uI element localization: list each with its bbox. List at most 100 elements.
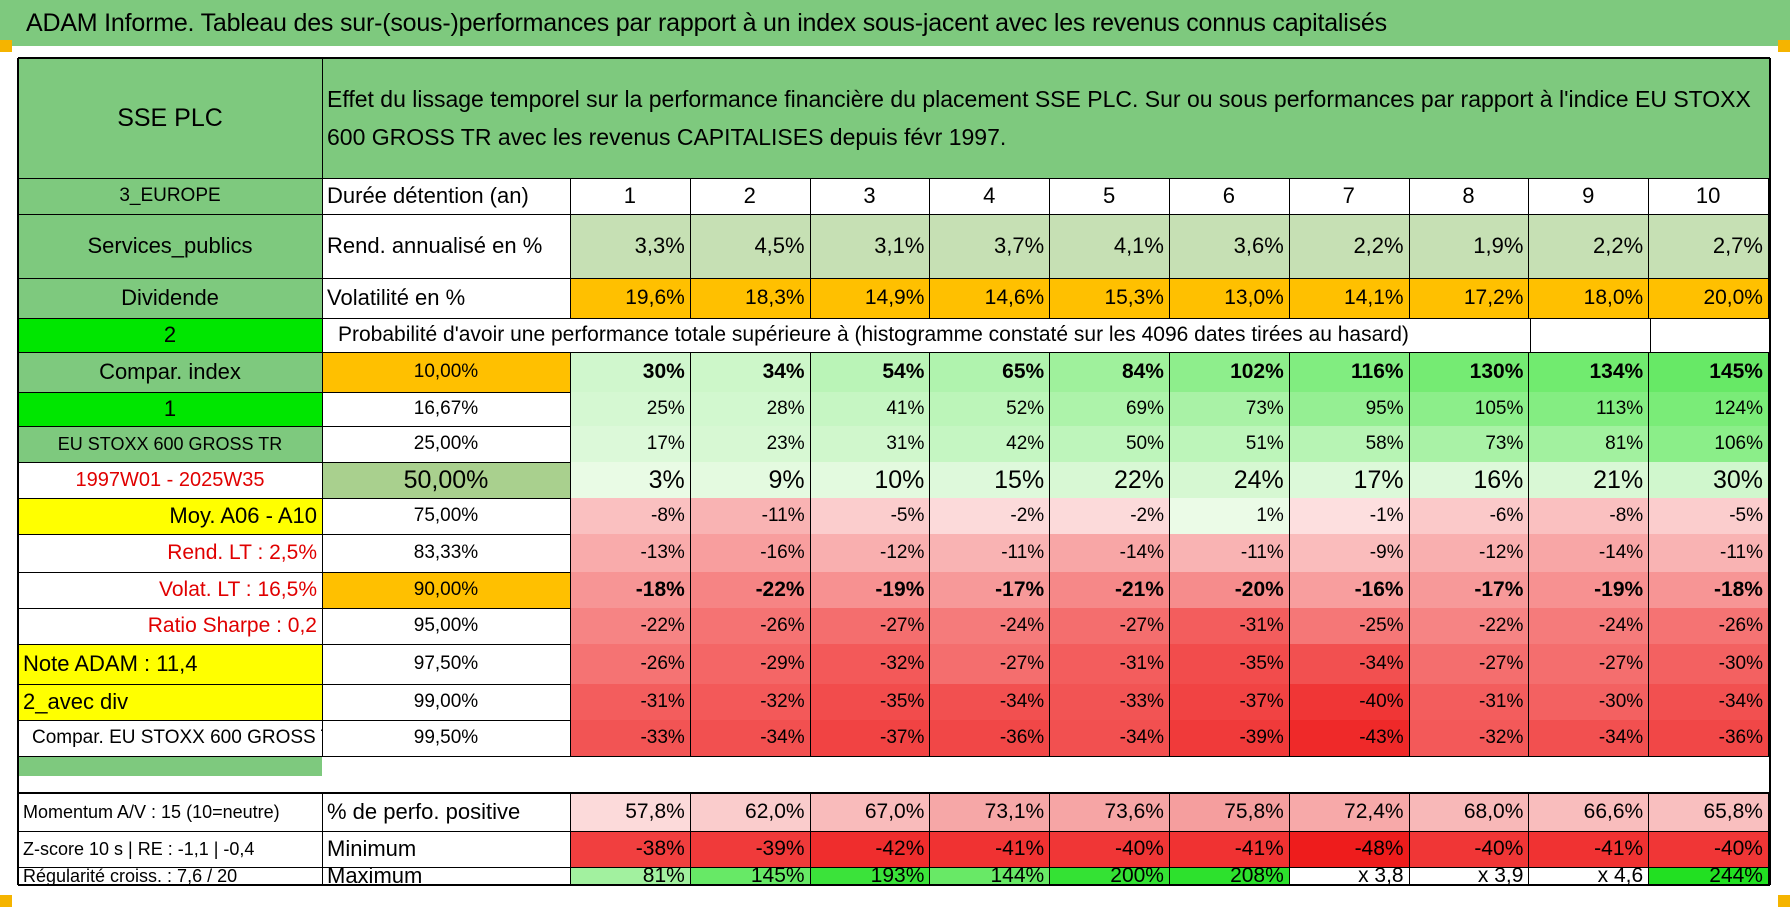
dividend-mode[interactable]: 2_avec div: [18, 684, 322, 720]
distribution-cell[interactable]: 69%: [1049, 392, 1169, 426]
stat-label[interactable]: Maximum: [327, 867, 423, 885]
table-description[interactable]: Effet du lissage temporel sur la perform…: [322, 58, 1770, 178]
distribution-cell[interactable]: -5%: [809, 498, 930, 534]
annualized-return-cell[interactable]: 1,9%: [1408, 214, 1529, 278]
probability-threshold[interactable]: 50,00%: [322, 462, 570, 498]
period-label[interactable]: 1997W01 - 2025W35: [18, 462, 322, 498]
distribution-cell[interactable]: 41%: [809, 392, 930, 426]
distribution-cell[interactable]: -18%: [1648, 572, 1768, 608]
distribution-cell[interactable]: 9%: [689, 462, 810, 498]
distribution-cell[interactable]: -37%: [809, 720, 930, 756]
distribution-cell[interactable]: -31%: [1049, 644, 1169, 684]
stat-cell[interactable]: 62,0%: [689, 793, 810, 831]
index-name-label[interactable]: EU STOXX 600 GROSS TR: [18, 426, 322, 462]
distribution-cell[interactable]: -27%: [1408, 644, 1529, 684]
volatility-cell[interactable]: 15,3%: [1049, 278, 1169, 318]
distribution-cell[interactable]: 23%: [689, 426, 810, 462]
annualized-return-cell[interactable]: 3,6%: [1169, 214, 1289, 278]
stat-cell[interactable]: 75,8%: [1169, 793, 1289, 831]
stat-indicator[interactable]: Régularité croiss. : 7,6 / 20: [18, 867, 322, 885]
stat-cell[interactable]: 144%: [929, 867, 1050, 885]
distribution-cell[interactable]: -11%: [689, 498, 810, 534]
stat-label[interactable]: % de perfo. positive: [327, 799, 521, 824]
distribution-cell[interactable]: -24%: [1528, 608, 1649, 644]
distribution-cell[interactable]: 51%: [1169, 426, 1289, 462]
distribution-cell[interactable]: -26%: [1648, 608, 1768, 644]
volatility-cell[interactable]: 18,3%: [689, 278, 810, 318]
holding-year-header[interactable]: 6: [1222, 183, 1236, 208]
distribution-cell[interactable]: 31%: [809, 426, 930, 462]
distribution-cell[interactable]: 30%: [1648, 462, 1768, 498]
stat-cell[interactable]: 81%: [570, 867, 690, 885]
stat-cell[interactable]: 208%: [1169, 867, 1289, 885]
volatility-cell[interactable]: 20,0%: [1648, 278, 1768, 318]
distribution-cell[interactable]: 95%: [1288, 392, 1409, 426]
stat-cell[interactable]: -41%: [1169, 831, 1289, 867]
distribution-cell[interactable]: 54%: [809, 352, 930, 392]
stat-cell[interactable]: -39%: [689, 831, 810, 867]
volatility-cell[interactable]: 19,6%: [570, 278, 690, 318]
distribution-cell[interactable]: -11%: [1648, 534, 1768, 572]
distribution-cell[interactable]: -33%: [570, 720, 690, 756]
probability-threshold[interactable]: 95,00%: [322, 608, 570, 644]
empty-cell[interactable]: [1530, 318, 1650, 352]
selector-value-1[interactable]: 1: [18, 392, 322, 426]
distribution-cell[interactable]: 3%: [570, 462, 690, 498]
holding-period-label[interactable]: Durée détention (an): [327, 183, 529, 208]
annualized-return-cell[interactable]: 3,3%: [570, 214, 690, 278]
distribution-cell[interactable]: 52%: [929, 392, 1050, 426]
stat-cell[interactable]: -41%: [929, 831, 1050, 867]
distribution-cell[interactable]: -36%: [1648, 720, 1768, 756]
stat-cell[interactable]: 66,6%: [1528, 793, 1649, 831]
holding-year-header[interactable]: 5: [1102, 183, 1116, 208]
distribution-cell[interactable]: 50%: [1049, 426, 1169, 462]
volatility-cell[interactable]: 17,2%: [1408, 278, 1529, 318]
distribution-cell[interactable]: -16%: [1288, 572, 1409, 608]
distribution-cell[interactable]: -14%: [1528, 534, 1649, 572]
distribution-cell[interactable]: 17%: [570, 426, 690, 462]
distribution-cell[interactable]: -32%: [809, 644, 930, 684]
spacer-cell[interactable]: [18, 756, 322, 776]
sector-label[interactable]: Services_publics: [18, 214, 322, 278]
distribution-cell[interactable]: -22%: [570, 608, 690, 644]
distribution-cell[interactable]: -30%: [1528, 684, 1649, 720]
distribution-cell[interactable]: -32%: [1408, 720, 1529, 756]
distribution-cell[interactable]: -34%: [929, 684, 1050, 720]
distribution-cell[interactable]: 42%: [929, 426, 1050, 462]
distribution-cell[interactable]: -39%: [1169, 720, 1289, 756]
long-term-return[interactable]: Rend. LT : 2,5%: [18, 534, 322, 572]
distribution-cell[interactable]: 58%: [1288, 426, 1409, 462]
asset-name[interactable]: SSE PLC: [18, 58, 322, 178]
probability-caption[interactable]: Probabilité d'avoir une performance tota…: [338, 323, 1409, 346]
distribution-cell[interactable]: -24%: [929, 608, 1050, 644]
annualized-return-cell[interactable]: 2,7%: [1648, 214, 1768, 278]
distribution-cell[interactable]: -8%: [1528, 498, 1649, 534]
distribution-cell[interactable]: -12%: [1408, 534, 1529, 572]
stat-indicator[interactable]: Z-score 10 s | RE : -1,1 | -0,4: [18, 831, 322, 867]
distribution-cell[interactable]: -16%: [689, 534, 810, 572]
distribution-cell[interactable]: -14%: [1049, 534, 1169, 572]
probability-threshold[interactable]: 83,33%: [322, 534, 570, 572]
stat-indicator[interactable]: Momentum A/V : 15 (10=neutre): [18, 793, 322, 831]
stat-cell[interactable]: -40%: [1408, 831, 1529, 867]
distribution-cell[interactable]: -31%: [1169, 608, 1289, 644]
holding-year-header[interactable]: 2: [743, 183, 756, 208]
annualized-return-cell[interactable]: 3,1%: [809, 214, 930, 278]
volatility-cell[interactable]: 14,1%: [1288, 278, 1409, 318]
distribution-cell[interactable]: -13%: [570, 534, 690, 572]
distribution-cell[interactable]: -27%: [1049, 608, 1169, 644]
distribution-cell[interactable]: -34%: [1648, 684, 1768, 720]
distribution-cell[interactable]: 102%: [1169, 352, 1289, 392]
distribution-cell[interactable]: -18%: [570, 572, 690, 608]
distribution-cell[interactable]: 15%: [929, 462, 1050, 498]
holding-year-header[interactable]: 10: [1695, 183, 1721, 208]
stat-cell[interactable]: -48%: [1288, 831, 1409, 867]
holding-year-header[interactable]: 8: [1462, 183, 1475, 208]
distribution-cell[interactable]: -34%: [1528, 720, 1649, 756]
distribution-cell[interactable]: -1%: [1288, 498, 1409, 534]
volatility-cell[interactable]: 13,0%: [1169, 278, 1289, 318]
distribution-cell[interactable]: -27%: [809, 608, 930, 644]
distribution-cell[interactable]: 25%: [570, 392, 690, 426]
annualized-return-cell[interactable]: 2,2%: [1288, 214, 1409, 278]
stat-cell[interactable]: 67,0%: [809, 793, 930, 831]
